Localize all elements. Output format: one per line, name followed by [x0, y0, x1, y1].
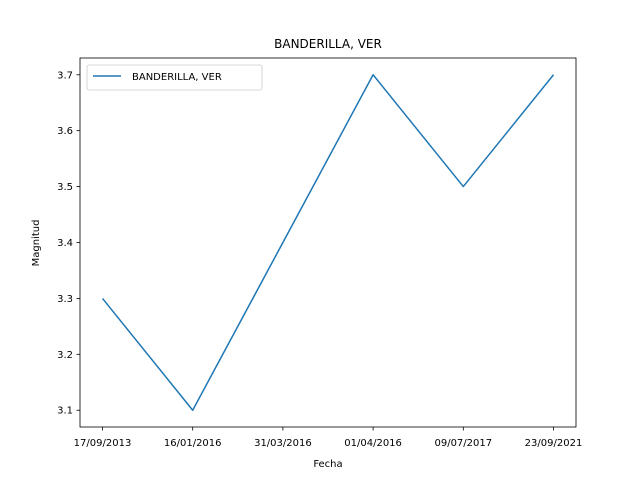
- x-tick-label: 09/07/2017: [434, 438, 492, 449]
- legend-box: [86, 64, 263, 91]
- x-axis-label: Fecha: [313, 459, 342, 470]
- x-tick-label: 31/03/2016: [254, 438, 312, 449]
- legend: BANDERILLA, VER: [86, 64, 263, 91]
- x-tick-label: 01/04/2016: [344, 438, 402, 449]
- x-tick-label: 16/01/2016: [164, 438, 222, 449]
- x-axis: 17/09/2013 16/01/2016 31/03/2016 01/04/2016…: [74, 427, 583, 449]
- y-tick-label: 3.5: [57, 182, 73, 193]
- y-axis: 3.1 3.2 3.3 3.4 3.5 3.6 3.7: [57, 70, 80, 417]
- legend-entry: BANDERILLA, VER: [132, 72, 222, 83]
- y-tick-label: 3.2: [57, 350, 73, 361]
- y-tick-label: 3.6: [57, 126, 73, 137]
- y-tick-label: 3.7: [57, 70, 73, 81]
- y-axis-label: Magnitud: [31, 220, 42, 267]
- y-tick-label: 3.3: [57, 294, 73, 305]
- x-tick-label: 17/09/2013: [74, 438, 132, 449]
- plot-frame: [79, 57, 577, 428]
- y-tick-label: 3.1: [57, 406, 73, 417]
- x-tick-label: 23/09/2021: [525, 438, 583, 449]
- series-line: [101, 74, 555, 411]
- chart-title: BANDERILLA, VER: [274, 37, 382, 51]
- y-tick-label: 3.4: [57, 238, 73, 249]
